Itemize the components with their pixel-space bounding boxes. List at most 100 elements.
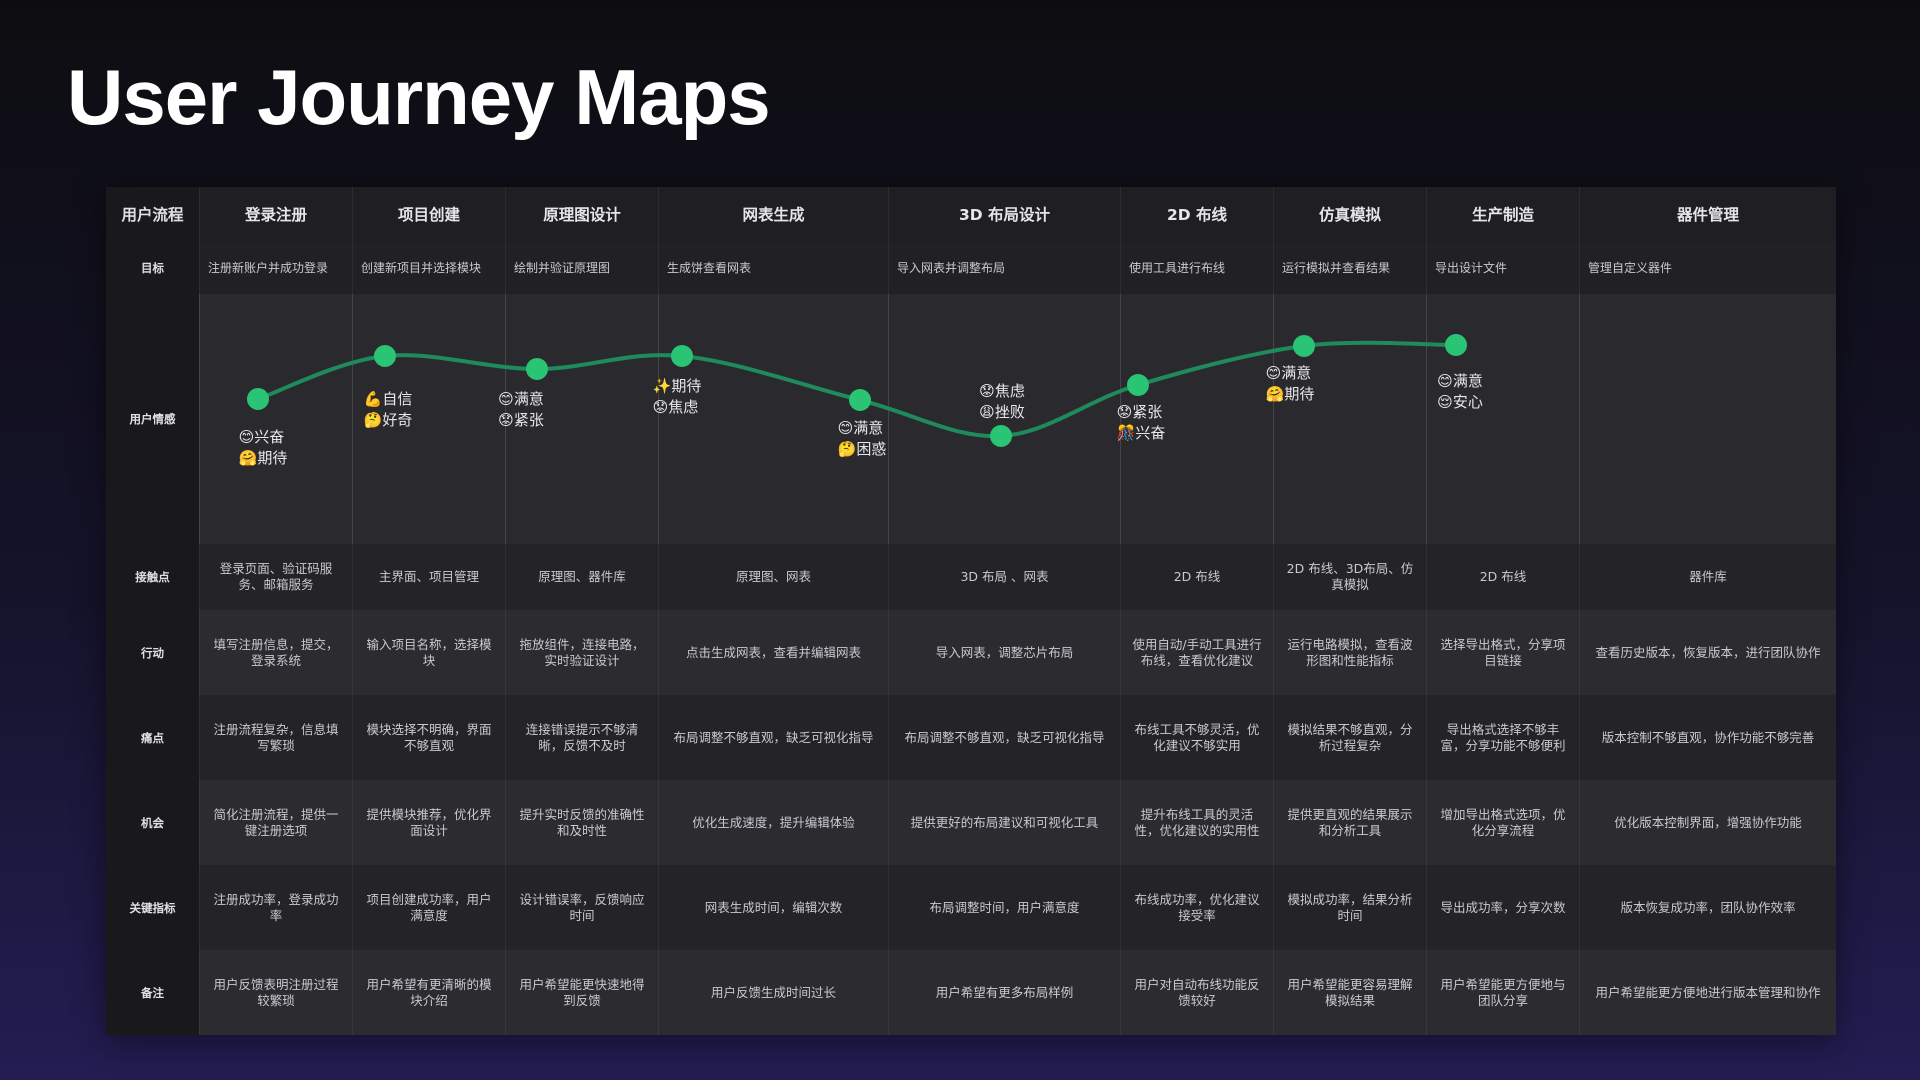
emotion-word: 🤗期待 — [1265, 385, 1315, 403]
action-cell-2: 输入项目名称，选择模块 — [352, 610, 505, 695]
emotion-word: 🎊兴奋 — [1116, 424, 1166, 442]
emotion-word: 🤗期待 — [238, 449, 288, 467]
note-cell-1: 用户反馈表明注册过程较繁琐 — [199, 950, 352, 1035]
emotion-point-2 — [374, 345, 396, 367]
emotion-point-3 — [526, 358, 548, 380]
action-cell-4: 点击生成网表，查看并编辑网表 — [658, 610, 888, 695]
emotion-cell-6 — [1120, 294, 1273, 544]
action-cell-1: 填写注册信息，提交，登录系统 — [199, 610, 352, 695]
emotion-label-6: 😟焦虑 😩挫败 — [979, 381, 1025, 423]
emotion-label-5: 😊满意 🤔困惑 — [838, 418, 887, 460]
pain-cell-4: 布局调整不够直观，缺乏可视化指导 — [658, 695, 888, 780]
emotion-word: 😊满意 — [1437, 372, 1483, 390]
emotion-point-9 — [1445, 334, 1467, 356]
emotion-word: 😩挫败 — [979, 403, 1025, 421]
metric-cell-6: 布线成功率，优化建议接受率 — [1120, 865, 1273, 950]
emotion-label-1: 😊兴奋 🤗期待 — [239, 427, 288, 469]
page-title: User Journey Maps — [67, 53, 771, 141]
emotion-word: 😊兴奋 — [238, 428, 285, 446]
emotion-word: 🤔困惑 — [837, 440, 887, 458]
touchpoint-cell-5: 3D 布局 、网表 — [888, 544, 1120, 610]
emotion-word: 🤔好奇 — [363, 411, 413, 429]
row-label-emotion: 用户情感 — [106, 294, 199, 544]
pain-cell-9: 版本控制不够直观，协作功能不够完善 — [1579, 695, 1836, 780]
metric-cell-1: 注册成功率，登录成功率 — [199, 865, 352, 950]
emotion-cell-5 — [888, 294, 1120, 544]
emotion-point-6 — [990, 425, 1012, 447]
touchpoint-cell-9: 器件库 — [1579, 544, 1836, 610]
metric-cell-8: 导出成功率，分享次数 — [1426, 865, 1579, 950]
goal-cell-5: 导入网表并调整布局 — [888, 242, 1120, 294]
emotion-label-9: 😊满意 😌安心 — [1437, 371, 1483, 413]
stage-header-8: 生产制造 — [1426, 187, 1579, 242]
emotion-word: 😊满意 — [1265, 364, 1312, 382]
stage-header-2: 项目创建 — [352, 187, 505, 242]
emotion-cell-2 — [352, 294, 505, 544]
pain-cell-2: 模块选择不明确，界面不够直观 — [352, 695, 505, 780]
emotion-cell-1 — [199, 294, 352, 544]
goal-cell-3: 绘制并验证原理图 — [505, 242, 658, 294]
action-cell-7: 运行电路模拟，查看波形图和性能指标 — [1273, 610, 1426, 695]
note-cell-3: 用户希望能更快速地得到反馈 — [505, 950, 658, 1035]
emotion-label-2: 💪自信 🤔好奇 — [364, 389, 413, 431]
metric-cell-3: 设计错误率，反馈响应时间 — [505, 865, 658, 950]
emotion-word: 😊满意 — [837, 419, 884, 437]
emotion-word: ✨期待 — [652, 377, 702, 395]
opportunity-cell-3: 提升实时反馈的准确性和及时性 — [505, 780, 658, 865]
emotion-point-5 — [849, 389, 871, 411]
pain-cell-3: 连接错误提示不够清晰，反馈不及时 — [505, 695, 658, 780]
journey-map-table: 用户流程 登录注册 项目创建 原理图设计 网表生成 3D 布局设计 2D 布线 仿真模拟 生产制… — [106, 187, 1836, 1035]
emotion-word: 💪自信 — [363, 390, 413, 408]
row-label-pain: 痛点 — [106, 695, 199, 780]
note-cell-2: 用户希望有更清晰的模块介绍 — [352, 950, 505, 1035]
touchpoint-cell-4: 原理图、网表 — [658, 544, 888, 610]
touchpoint-cell-2: 主界面、项目管理 — [352, 544, 505, 610]
emotion-point-1 — [247, 388, 269, 410]
note-cell-5: 用户希望有更多布局样例 — [888, 950, 1120, 1035]
note-cell-4: 用户反馈生成时间过长 — [658, 950, 888, 1035]
stage-header-7: 仿真模拟 — [1273, 187, 1426, 242]
row-label-opportunity: 机会 — [106, 780, 199, 865]
touchpoint-cell-7: 2D 布线、3D布局、仿真模拟 — [1273, 544, 1426, 610]
note-cell-7: 用户希望能更容易理解模拟结果 — [1273, 950, 1426, 1035]
pain-cell-8: 导出格式选择不够丰富，分享功能不够便利 — [1426, 695, 1579, 780]
note-cell-9: 用户希望能更方便地进行版本管理和协作 — [1579, 950, 1836, 1035]
goal-cell-4: 生成饼查看网表 — [658, 242, 888, 294]
goal-cell-2: 创建新项目并选择模块 — [352, 242, 505, 294]
opportunity-cell-5: 提供更好的布局建议和可视化工具 — [888, 780, 1120, 865]
stage-header-9: 器件管理 — [1579, 187, 1836, 242]
emotion-label-3: 😊满意 😟紧张 — [498, 389, 544, 431]
pain-cell-7: 模拟结果不够直观，分析过程复杂 — [1273, 695, 1426, 780]
metric-cell-2: 项目创建成功率，用户满意度 — [352, 865, 505, 950]
emotion-word: 😟紧张 — [498, 411, 544, 429]
emotion-point-8 — [1293, 335, 1315, 357]
emotion-label-4: ✨期待 😟焦虑 — [653, 376, 702, 418]
emotion-word: 😟焦虑 — [979, 382, 1025, 400]
row-label-metric: 关键指标 — [106, 865, 199, 950]
action-cell-6: 使用自动/手动工具进行布线，查看优化建议 — [1120, 610, 1273, 695]
action-cell-5: 导入网表，调整芯片布局 — [888, 610, 1120, 695]
touchpoint-cell-3: 原理图、器件库 — [505, 544, 658, 610]
touchpoint-cell-1: 登录页面、验证码服务、邮箱服务 — [199, 544, 352, 610]
opportunity-cell-8: 增加导出格式选项，优化分享流程 — [1426, 780, 1579, 865]
metric-cell-4: 网表生成时间，编辑次数 — [658, 865, 888, 950]
stage-header-1: 登录注册 — [199, 187, 352, 242]
action-cell-8: 选择导出格式，分享项目链接 — [1426, 610, 1579, 695]
metric-cell-9: 版本恢复成功率，团队协作效率 — [1579, 865, 1836, 950]
stage-header-6: 2D 布线 — [1120, 187, 1273, 242]
emotion-word: 😟焦虑 — [652, 398, 699, 416]
emotion-curve-area: 😊兴奋 🤗期待 💪自信 🤔好奇 😊满意 😟紧张 ✨期待 😟焦虑 😊满意 🤔困惑 😟焦虑 😩挫败 😟紧张 🎊… — [199, 294, 1836, 544]
goal-cell-1: 注册新账户并成功登录 — [199, 242, 352, 294]
row-label-action: 行动 — [106, 610, 199, 695]
emotion-cell-4 — [658, 294, 888, 544]
goal-cell-7: 运行模拟并查看结果 — [1273, 242, 1426, 294]
action-cell-3: 拖放组件，连接电路，实时验证设计 — [505, 610, 658, 695]
emotion-label-8: 😊满意 🤗期待 — [1266, 363, 1315, 405]
emotion-word: 😟紧张 — [1116, 403, 1163, 421]
note-cell-6: 用户对自动布线功能反馈较好 — [1120, 950, 1273, 1035]
touchpoint-cell-6: 2D 布线 — [1120, 544, 1273, 610]
emotion-word: 😌安心 — [1437, 393, 1483, 411]
opportunity-cell-6: 提升布线工具的灵活性，优化建议的实用性 — [1120, 780, 1273, 865]
row-label-flow: 用户流程 — [106, 187, 199, 242]
emotion-point-7 — [1127, 374, 1149, 396]
